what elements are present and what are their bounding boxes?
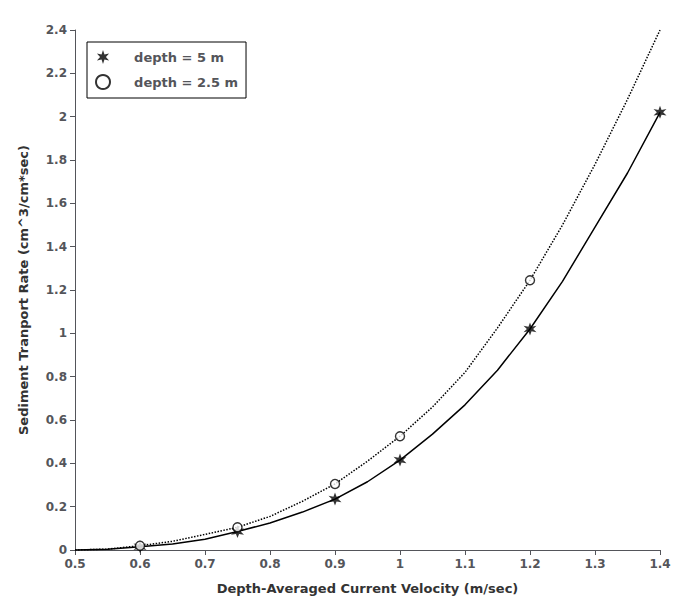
svg-text:0.9: 0.9	[324, 557, 345, 571]
svg-text:Depth-Averaged Current Velocit: Depth-Averaged Current Velocity (m/sec)	[217, 581, 519, 596]
svg-text:1.6: 1.6	[46, 196, 67, 210]
svg-text:1.4: 1.4	[46, 240, 67, 254]
svg-text:2: 2	[59, 110, 67, 124]
svg-text:1: 1	[396, 557, 404, 571]
svg-text:1: 1	[59, 326, 67, 340]
svg-text:2.2: 2.2	[46, 66, 67, 80]
svg-text:2.4: 2.4	[46, 23, 67, 37]
svg-text:0.5: 0.5	[64, 557, 85, 571]
svg-text:0.8: 0.8	[259, 557, 280, 571]
svg-text:1.2: 1.2	[519, 557, 540, 571]
svg-text:depth = 5 m: depth = 5 m	[121, 50, 225, 65]
svg-text:depth = 2.5 m: depth = 2.5 m	[121, 75, 239, 90]
svg-text:0: 0	[59, 543, 67, 557]
svg-text:0.2: 0.2	[46, 500, 67, 514]
svg-text:0.8: 0.8	[46, 370, 67, 384]
svg-text:1.3: 1.3	[584, 557, 605, 571]
svg-text:0.7: 0.7	[194, 557, 215, 571]
svg-text:0.4: 0.4	[46, 456, 67, 470]
svg-text:0.6: 0.6	[129, 557, 150, 571]
svg-text:1.2: 1.2	[46, 283, 67, 297]
svg-text:1.4: 1.4	[649, 557, 670, 571]
svg-text:Sediment Tranport Rate (cm^3/c: Sediment Tranport Rate (cm^3/cm*sec)	[16, 145, 31, 435]
svg-text:0.6: 0.6	[46, 413, 67, 427]
svg-text:1.1: 1.1	[454, 557, 475, 571]
svg-text:1.8: 1.8	[46, 153, 67, 167]
